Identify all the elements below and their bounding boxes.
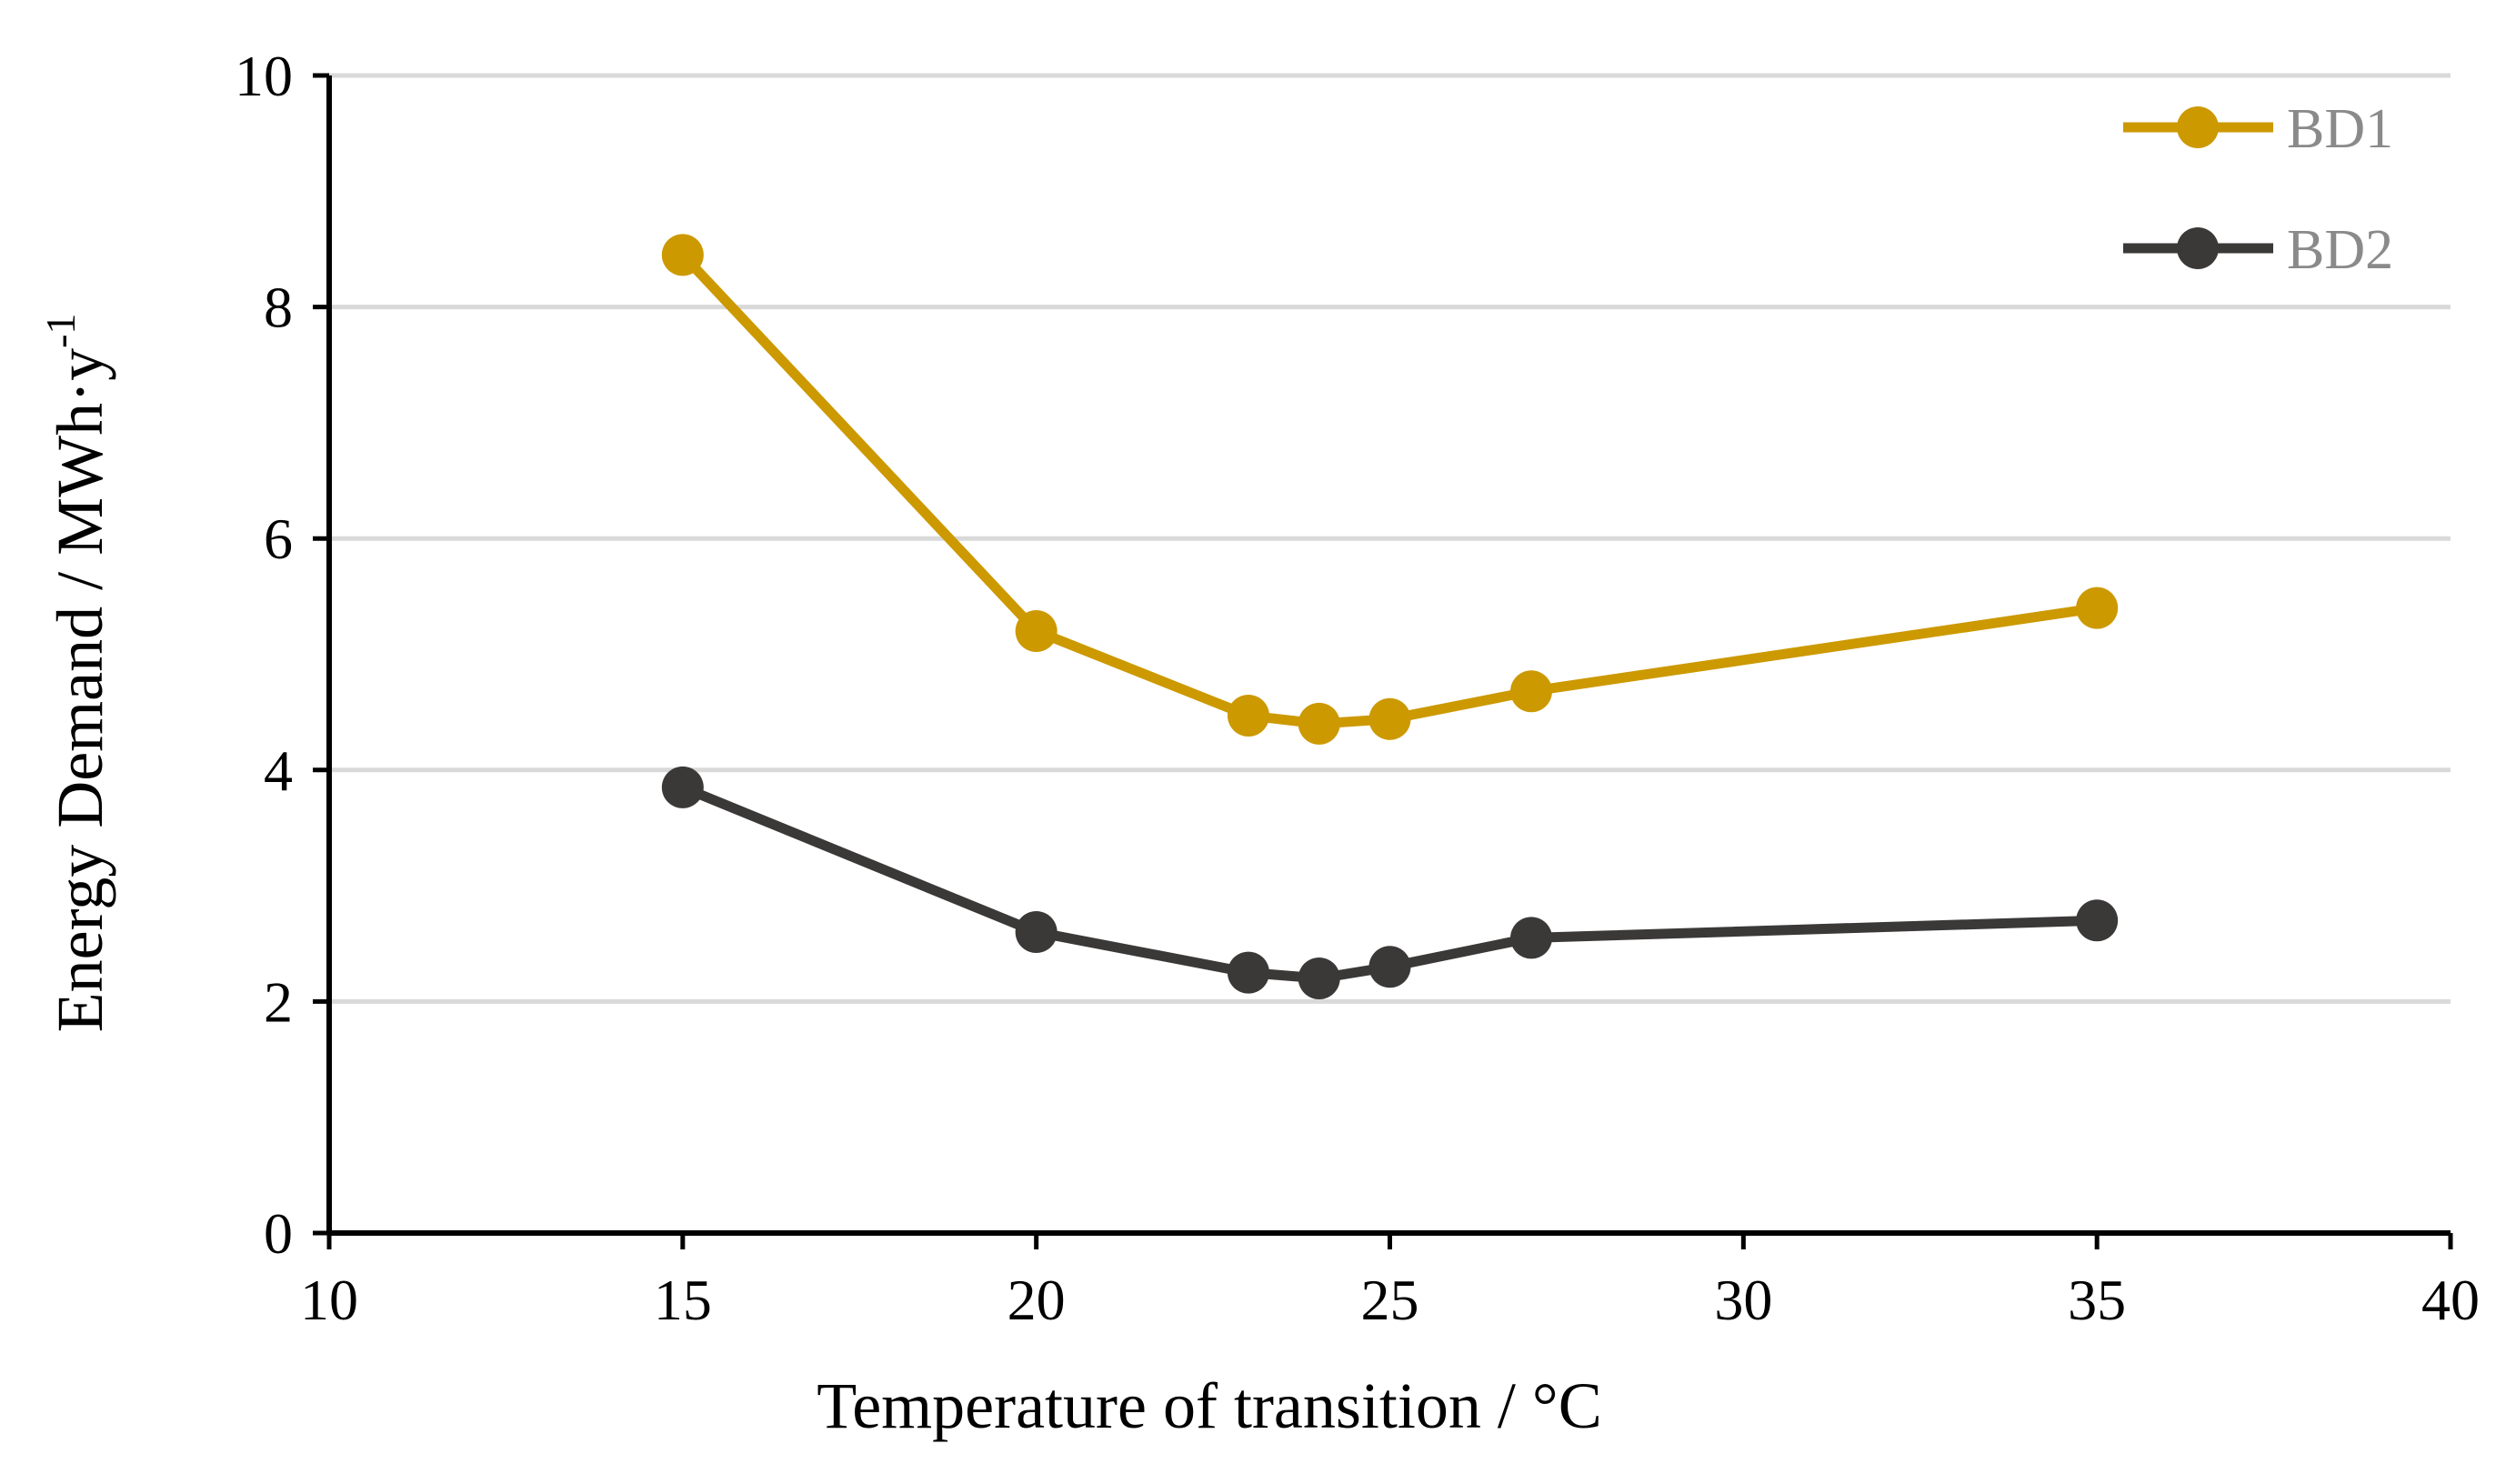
legend-label-bd2: BD2 (2287, 219, 2393, 281)
series-bd1 (661, 234, 2119, 745)
x-tick-label: 10 (300, 1268, 358, 1332)
data-point-bd2 (2076, 899, 2119, 942)
legend: BD1 BD2 (2123, 98, 2393, 281)
data-point-bd2 (1368, 946, 1411, 988)
x-tick-label: 40 (2421, 1268, 2480, 1332)
data-point-bd1 (1227, 694, 1269, 737)
series-layer (661, 234, 2119, 999)
x-tick-label: 25 (1361, 1268, 1419, 1332)
data-point-bd2 (1015, 911, 1058, 954)
y-axis-title-superscript: -1 (37, 314, 84, 348)
x-tick-label: 15 (654, 1268, 712, 1332)
y-axis-title-main: Energy Demand / MWh·y (44, 348, 116, 1032)
data-point-bd2 (1227, 951, 1269, 994)
ticks: 0 2 4 6 8 10 10 15 20 25 30 35 40 (235, 44, 2480, 1332)
y-tick-label: 10 (235, 44, 293, 108)
x-tick-label: 20 (1007, 1268, 1066, 1332)
data-point-bd1 (1015, 610, 1058, 653)
y-tick-label: 4 (264, 738, 293, 803)
x-tick-label: 35 (2068, 1268, 2126, 1332)
data-point-bd2 (1298, 957, 1340, 999)
y-tick-label: 8 (264, 276, 293, 340)
data-point-bd1 (2076, 587, 2119, 629)
legend-item-bd1: BD1 (2123, 98, 2393, 160)
legend-item-bd2: BD2 (2123, 219, 2393, 281)
series-bd2 (661, 766, 2119, 999)
legend-marker-bd1 (2177, 106, 2219, 148)
y-tick-label: 2 (264, 969, 293, 1034)
x-tick-label: 30 (1714, 1268, 1772, 1332)
legend-label-bd1: BD1 (2287, 98, 2393, 160)
data-point-bd2 (1510, 917, 1553, 959)
data-point-bd1 (1298, 702, 1340, 745)
legend-marker-bd2 (2177, 227, 2219, 269)
x-axis-title: Temperature of transition / °C (817, 1369, 1602, 1442)
data-point-bd2 (661, 766, 704, 808)
y-tick-label: 6 (264, 506, 293, 571)
data-point-bd1 (661, 234, 704, 276)
data-point-bd1 (1368, 697, 1411, 740)
y-axis-title: Energy Demand / MWh·y-1 (37, 314, 116, 1033)
y-tick-label: 0 (264, 1201, 293, 1266)
data-point-bd1 (1510, 670, 1553, 713)
